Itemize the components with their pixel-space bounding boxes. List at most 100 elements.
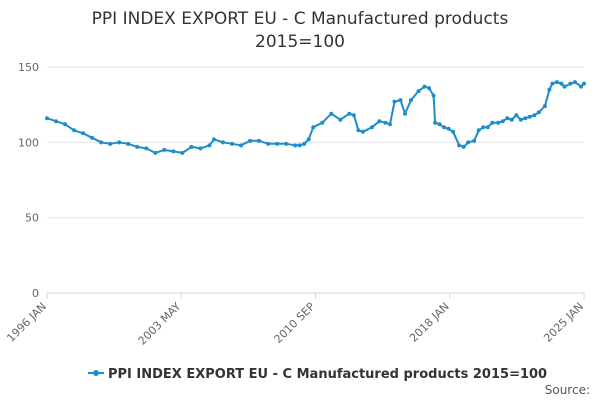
data-point[interactable] (559, 81, 564, 86)
data-point[interactable] (433, 120, 438, 125)
data-point[interactable] (45, 116, 49, 121)
y-tick-label: 0 (32, 287, 39, 300)
data-point[interactable] (518, 117, 523, 122)
data-point[interactable] (505, 116, 510, 121)
data-point[interactable] (472, 138, 477, 143)
data-point[interactable] (171, 149, 176, 154)
data-point[interactable] (466, 140, 471, 145)
data-point[interactable] (198, 146, 203, 151)
y-tick-label: 50 (25, 212, 39, 225)
x-tick-label: 2025 JAN (541, 300, 586, 345)
data-point[interactable] (383, 120, 388, 125)
data-point[interactable] (207, 143, 212, 148)
data-point[interactable] (509, 117, 514, 122)
y-tick-label: 100 (18, 136, 39, 149)
data-point[interactable] (496, 120, 501, 125)
data-point[interactable] (369, 125, 374, 130)
chart-title: PPI INDEX EXPORT EU - C Manufactured pro… (92, 9, 509, 29)
chart-subtitle: 2015=100 (255, 32, 345, 52)
data-point[interactable] (442, 125, 447, 130)
data-point[interactable] (461, 144, 466, 149)
data-point[interactable] (398, 98, 403, 103)
data-point[interactable] (211, 137, 216, 142)
data-point[interactable] (527, 114, 532, 119)
data-point[interactable] (108, 141, 113, 146)
data-point[interactable] (578, 84, 583, 89)
data-point[interactable] (351, 113, 356, 118)
data-point[interactable] (135, 144, 140, 149)
data-point[interactable] (485, 125, 490, 130)
series-group (45, 80, 586, 155)
data-point[interactable] (144, 146, 149, 151)
data-point[interactable] (409, 98, 414, 103)
data-point[interactable] (416, 89, 421, 94)
data-point[interactable] (311, 125, 316, 130)
data-point[interactable] (320, 120, 325, 125)
legend[interactable]: PPI INDEX EXPORT EU - C Manufactured pro… (88, 367, 547, 382)
x-axis: 1996 JAN 2003 MAY 2010 SEP 2018 JAN 2025 JAN (4, 292, 586, 348)
data-point[interactable] (81, 131, 86, 136)
data-point[interactable] (403, 111, 407, 116)
data-point[interactable] (126, 141, 131, 146)
data-point[interactable] (446, 126, 451, 131)
source-credit[interactable]: Source: (545, 383, 590, 397)
data-point[interactable] (427, 86, 432, 91)
data-point[interactable] (547, 87, 552, 92)
data-point[interactable] (162, 147, 167, 152)
data-point[interactable] (568, 81, 573, 86)
y-axis: 0 50 100 150 (18, 61, 39, 300)
data-point[interactable] (481, 125, 486, 130)
data-point[interactable] (582, 81, 586, 86)
data-point[interactable] (153, 150, 158, 155)
data-point[interactable] (356, 128, 361, 133)
data-point[interactable] (451, 129, 456, 134)
data-point[interactable] (297, 143, 302, 148)
data-point[interactable] (377, 119, 382, 124)
data-point[interactable] (257, 138, 262, 143)
data-point[interactable] (99, 140, 104, 145)
data-point[interactable] (266, 141, 271, 146)
data-point[interactable] (500, 119, 505, 124)
data-point[interactable] (562, 84, 567, 89)
data-point[interactable] (329, 111, 334, 116)
data-point[interactable] (347, 111, 352, 116)
legend-label[interactable]: PPI INDEX EXPORT EU - C Manufactured pro… (108, 367, 547, 382)
data-point[interactable] (392, 99, 397, 104)
x-tick-label: 2018 JAN (407, 300, 452, 345)
data-point[interactable] (239, 143, 244, 148)
data-point[interactable] (514, 113, 519, 118)
data-point[interactable] (230, 141, 235, 146)
data-point[interactable] (476, 128, 481, 133)
data-point[interactable] (532, 113, 537, 118)
data-point[interactable] (306, 137, 311, 142)
data-point[interactable] (536, 110, 541, 115)
data-point[interactable] (422, 84, 427, 89)
data-point[interactable] (554, 80, 559, 85)
data-point[interactable] (431, 93, 436, 98)
data-point[interactable] (180, 150, 185, 155)
data-point[interactable] (523, 116, 528, 121)
data-point[interactable] (293, 143, 298, 148)
data-point[interactable] (490, 120, 495, 125)
data-point[interactable] (437, 122, 442, 127)
data-point[interactable] (117, 140, 122, 145)
data-point[interactable] (72, 128, 77, 133)
data-point[interactable] (90, 135, 95, 140)
data-point[interactable] (550, 81, 555, 86)
data-point[interactable] (284, 141, 289, 146)
data-point[interactable] (248, 138, 253, 143)
data-point[interactable] (189, 144, 194, 149)
data-point[interactable] (457, 143, 462, 148)
data-point[interactable] (302, 141, 307, 146)
data-point[interactable] (63, 122, 68, 127)
data-point[interactable] (542, 104, 547, 109)
data-point[interactable] (387, 122, 392, 127)
data-point[interactable] (54, 119, 59, 124)
grid-lines (47, 66, 584, 294)
data-point[interactable] (220, 140, 225, 145)
data-point[interactable] (275, 141, 280, 146)
data-point[interactable] (360, 129, 365, 134)
data-point[interactable] (338, 117, 343, 122)
data-point[interactable] (572, 80, 577, 85)
